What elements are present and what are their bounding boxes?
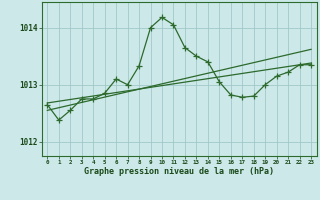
X-axis label: Graphe pression niveau de la mer (hPa): Graphe pression niveau de la mer (hPa) <box>84 167 274 176</box>
